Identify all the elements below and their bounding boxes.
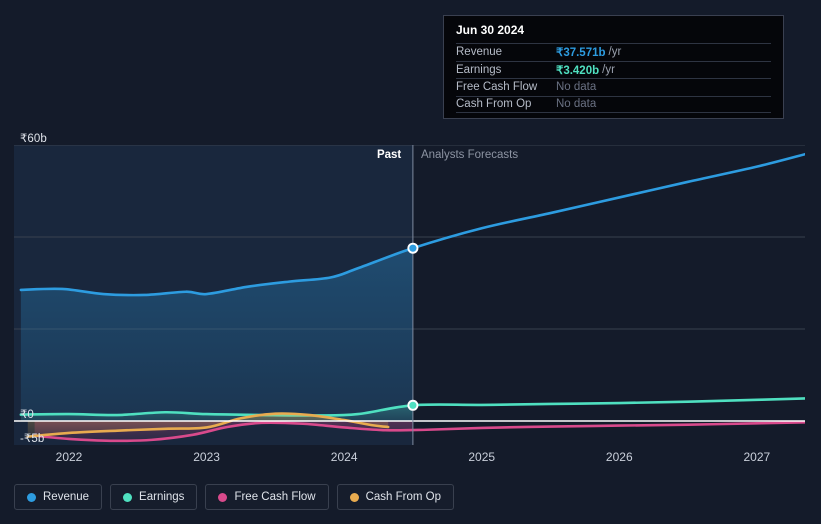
y-tick-neg5b: -₹5b bbox=[20, 433, 45, 445]
data-tooltip: Jun 30 2024 Revenue ₹37.571b/yr Earnings ₹3… bbox=[443, 15, 784, 119]
x-tick-2024: 2024 bbox=[330, 450, 358, 464]
tooltip-row-value: No data bbox=[556, 98, 597, 111]
tooltip-row-label: Free Cash Flow bbox=[456, 81, 538, 94]
tooltip-row: Revenue ₹37.571b/yr bbox=[456, 43, 771, 61]
tooltip-row-value: ₹3.420b bbox=[556, 64, 600, 77]
legend-item-cash-from-op[interactable]: Cash From Op bbox=[336, 484, 455, 510]
tooltip-row: Cash From Op No data bbox=[456, 95, 771, 113]
tooltip-row-value: ₹37.571b bbox=[556, 47, 606, 60]
marker-earnings bbox=[409, 401, 417, 409]
tooltip-row-value: No data bbox=[556, 81, 597, 94]
series-line-free-cash-flow bbox=[33, 421, 805, 443]
tooltip-row-label: Earnings bbox=[456, 63, 502, 76]
legend-dot-icon bbox=[218, 492, 228, 502]
legend-item-label: Earnings bbox=[139, 491, 185, 503]
chart-legend: Revenue Earnings Free Cash Flow Cash From O… bbox=[14, 484, 455, 510]
tooltip-row-label: Revenue bbox=[456, 46, 503, 59]
x-tick-2022: 2022 bbox=[55, 450, 83, 464]
tooltip-row: Free Cash Flow No data bbox=[456, 78, 771, 96]
tooltip-rows: Revenue ₹37.571b/yr Earnings ₹3.420b/yr Free… bbox=[456, 43, 771, 113]
chart-plot-area bbox=[14, 145, 805, 445]
y-tick-0: ₹0 bbox=[20, 409, 34, 421]
y-tick-60b: ₹60b bbox=[20, 133, 47, 145]
series-line-revenue bbox=[19, 152, 805, 297]
legend-dot-icon bbox=[27, 492, 36, 502]
legend-dot-icon bbox=[123, 492, 133, 502]
marker-revenue bbox=[409, 244, 417, 252]
tooltip-date: Jun 30 2024 bbox=[456, 23, 525, 37]
legend-item-free-cash-flow[interactable]: Free Cash Flow bbox=[205, 484, 329, 510]
x-tick-2027: 2027 bbox=[743, 450, 771, 464]
tooltip-row-label: Cash From Op bbox=[456, 98, 532, 111]
legend-dot-icon bbox=[349, 492, 359, 502]
highlight-markers bbox=[407, 242, 419, 411]
tooltip-row-unit: /yr bbox=[608, 46, 622, 59]
x-tick-2025: 2025 bbox=[468, 450, 496, 464]
series-area-cash-from-op bbox=[27, 413, 389, 437]
x-tick-2023: 2023 bbox=[193, 450, 220, 464]
chart-svg bbox=[14, 145, 805, 445]
legend-item-label: Free Cash Flow bbox=[234, 491, 316, 503]
series-layer bbox=[19, 152, 805, 443]
tooltip-row: Earnings ₹3.420b/yr bbox=[456, 60, 771, 79]
series-line-earnings bbox=[19, 397, 805, 417]
tooltip-row-unit: /yr bbox=[602, 63, 615, 76]
legend-item-label: Revenue bbox=[43, 491, 90, 503]
series-area-revenue bbox=[20, 248, 413, 421]
legend-item-revenue[interactable]: Revenue bbox=[14, 484, 103, 510]
legend-item-earnings[interactable]: Earnings bbox=[110, 484, 198, 510]
analysts-forecasts-label: Analysts Forecasts bbox=[420, 149, 519, 161]
x-tick-2026: 2026 bbox=[605, 450, 633, 464]
past-label: Past bbox=[376, 149, 402, 161]
legend-item-label: Cash From Op bbox=[365, 491, 442, 503]
